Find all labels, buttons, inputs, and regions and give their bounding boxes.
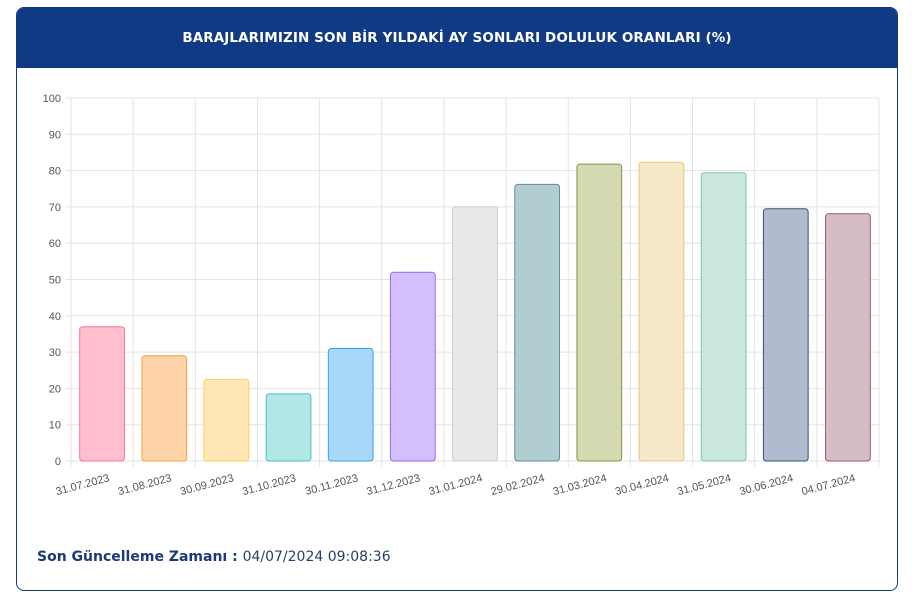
bar-chart: 0 10 20 30 40 50 60 70 80 90 100 31.07.2023 31.08.20…	[43, 93, 880, 498]
y-tick-label: 90	[49, 129, 61, 141]
x-tick-label: 29.02.2024	[490, 472, 546, 498]
x-tick-label: 31.12.2023	[365, 472, 421, 498]
y-tick-label: 10	[49, 420, 61, 432]
x-tick-label: 30.04.2024	[614, 472, 670, 498]
bar[interactable]	[700, 172, 747, 462]
x-tick-label: 31.05.2024	[676, 472, 732, 498]
bar[interactable]	[79, 326, 125, 462]
x-tick-label: 31.03.2024	[552, 472, 608, 498]
x-tick-label: 31.01.2024	[427, 472, 483, 498]
x-tick-label: 30.06.2024	[738, 472, 794, 498]
bar[interactable]	[141, 355, 188, 462]
x-tick-label: 30.11.2023	[304, 472, 360, 498]
bar[interactable]	[452, 206, 498, 462]
y-tick-label: 50	[49, 275, 61, 287]
y-tick-label: 0	[55, 456, 61, 468]
bar[interactable]	[762, 208, 809, 462]
y-tick-label: 100	[43, 93, 61, 105]
bar[interactable]	[265, 393, 312, 462]
bar[interactable]	[638, 161, 685, 462]
last-update-value: 04/07/2024 09:08:36	[242, 549, 391, 565]
bar[interactable]	[576, 163, 623, 462]
y-tick-label: 80	[49, 166, 61, 178]
bar[interactable]	[203, 378, 250, 462]
chart-title: BARAJLARIMIZIN SON BİR YILDAKİ AY SONLAR…	[182, 30, 732, 46]
x-tick-label: 31.07.2023	[55, 472, 111, 498]
chart-card: BARAJLARIMIZIN SON BİR YILDAKİ AY SONLAR…	[16, 7, 898, 591]
x-tick-label: 04.07.2024	[800, 472, 856, 498]
y-tick-label: 70	[49, 202, 61, 214]
x-tick-label: 30.09.2023	[179, 472, 235, 498]
y-tick-label: 60	[49, 238, 61, 250]
bar[interactable]	[327, 347, 374, 462]
y-tick-label: 30	[49, 347, 61, 359]
chart-header: BARAJLARIMIZIN SON BİR YILDAKİ AY SONLAR…	[17, 8, 897, 68]
last-update-label: Son Güncelleme Zamanı	[37, 549, 228, 565]
y-tick-label: 40	[49, 311, 61, 323]
x-tick-label: 31.10.2023	[241, 472, 297, 498]
bar[interactable]	[389, 271, 436, 462]
last-update: Son Güncelleme Zamanı : 04/07/2024 09:08…	[37, 549, 391, 565]
bar[interactable]	[514, 183, 561, 462]
bar[interactable]	[825, 213, 871, 462]
y-tick-label: 20	[49, 383, 61, 395]
last-update-separator: :	[227, 549, 243, 565]
x-tick-label: 31.08.2023	[117, 472, 173, 498]
